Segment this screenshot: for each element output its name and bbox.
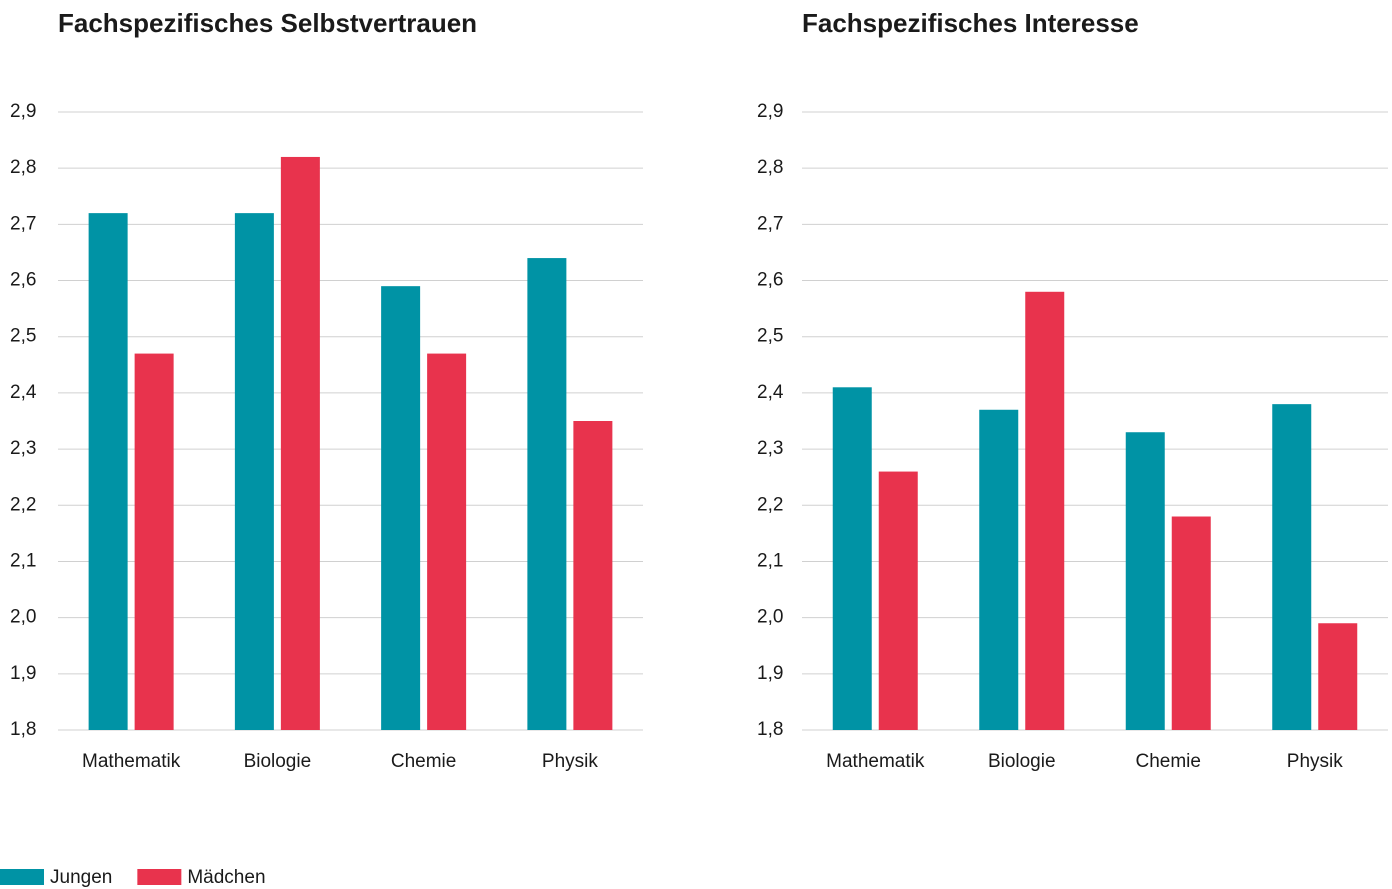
legend-swatch — [137, 869, 182, 885]
bar — [979, 409, 1019, 730]
y-tick-label: 2,0 — [757, 607, 783, 628]
chart-title: Fachspezifisches Interesse — [802, 8, 1139, 38]
y-tick-label: 2,9 — [757, 101, 783, 122]
legend-swatch — [0, 869, 44, 885]
y-tick-label: 2,9 — [10, 101, 36, 122]
y-tick-label: 2,4 — [10, 382, 37, 403]
y-tick-label: 2,3 — [10, 438, 36, 459]
chart-title: Fachspezifisches Selbstvertrauen — [58, 8, 477, 38]
x-tick-label: Chemie — [1136, 751, 1201, 772]
x-tick-label: Mathematik — [82, 751, 181, 772]
y-tick-label: 2,1 — [10, 550, 36, 571]
y-tick-label: 2,5 — [757, 326, 783, 347]
y-tick-label: 2,5 — [10, 326, 36, 347]
y-tick-label: 2,0 — [10, 607, 36, 628]
x-tick-label: Biologie — [244, 751, 312, 772]
y-tick-label: 2,3 — [757, 438, 783, 459]
bar — [234, 213, 274, 731]
bar — [88, 213, 128, 731]
y-tick-label: 2,6 — [10, 270, 36, 291]
y-tick-label: 2,2 — [10, 494, 36, 515]
y-tick-label: 1,8 — [757, 719, 783, 740]
bar — [1171, 516, 1211, 730]
x-tick-label: Biologie — [988, 751, 1056, 772]
y-tick-label: 2,8 — [10, 157, 36, 178]
bar — [1318, 623, 1358, 730]
bar — [1272, 404, 1312, 730]
x-tick-label: Physik — [542, 751, 598, 772]
bar — [134, 353, 174, 730]
y-tick-label: 2,6 — [757, 270, 783, 291]
bar — [573, 421, 613, 730]
legend-label: Jungen — [50, 867, 112, 888]
x-tick-label: Physik — [1287, 751, 1343, 772]
y-tick-label: 2,4 — [757, 382, 784, 403]
y-tick-label: 2,2 — [757, 494, 783, 515]
legend-label: Mädchen — [187, 867, 265, 888]
bar — [527, 258, 567, 730]
bar — [832, 387, 872, 730]
x-tick-label: Chemie — [391, 751, 456, 772]
bar — [878, 471, 918, 730]
bar — [427, 353, 467, 730]
y-tick-label: 1,9 — [757, 663, 783, 684]
y-tick-label: 1,8 — [10, 719, 36, 740]
y-tick-label: 2,8 — [757, 157, 783, 178]
bar — [280, 156, 320, 731]
x-tick-label: Mathematik — [826, 751, 925, 772]
y-tick-label: 1,9 — [10, 663, 36, 684]
bar — [381, 286, 421, 730]
y-tick-label: 2,7 — [10, 213, 36, 234]
y-tick-label: 2,7 — [757, 213, 783, 234]
bar — [1125, 432, 1165, 730]
bar — [1025, 291, 1065, 730]
y-tick-label: 2,1 — [757, 550, 783, 571]
